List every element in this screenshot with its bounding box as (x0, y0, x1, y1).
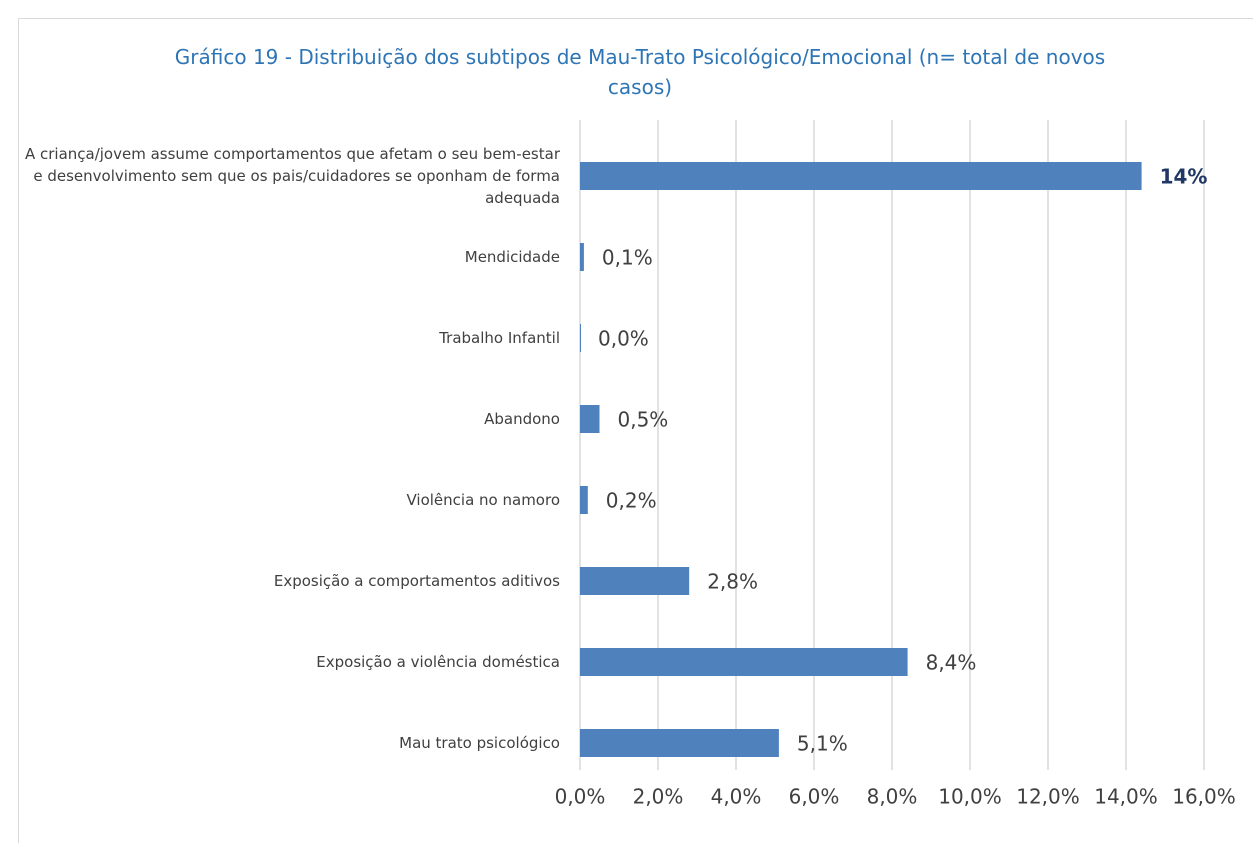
chart-title: Gráfico 19 - Distribuição dos subtipos d… (174, 45, 1106, 99)
value-label: 0,0% (598, 327, 649, 351)
bar (580, 162, 1142, 190)
bar (580, 324, 581, 352)
value-label: 0,5% (618, 408, 669, 432)
x-tick-label: 2,0% (633, 785, 684, 809)
x-tick-label: 10,0% (938, 785, 1002, 809)
y-tick-label: Mendicidade (464, 248, 560, 266)
bar (580, 243, 584, 271)
x-tick-label: 0,0% (555, 785, 606, 809)
bar (580, 405, 600, 433)
bar (580, 486, 588, 514)
value-label: 0,2% (606, 489, 657, 513)
x-tick-label: 8,0% (867, 785, 918, 809)
x-tick-label: 12,0% (1016, 785, 1080, 809)
x-tick-label: 6,0% (789, 785, 840, 809)
chart-frame (18, 18, 1253, 843)
x-tick-label: 14,0% (1094, 785, 1158, 809)
y-tick-label: Abandono (484, 410, 560, 428)
bar (580, 648, 908, 676)
value-label: 5,1% (797, 732, 848, 756)
x-tick-label: 4,0% (711, 785, 762, 809)
y-tick-label: Trabalho Infantil (439, 329, 560, 347)
y-tick-label: Violência no namoro (406, 491, 560, 509)
value-label: 14% (1160, 165, 1208, 189)
x-tick-label: 16,0% (1172, 785, 1236, 809)
y-tick-label: Exposição a violência doméstica (316, 653, 560, 671)
value-label: 2,8% (707, 570, 758, 594)
value-label: 0,1% (602, 246, 653, 270)
y-tick-label: Exposição a comportamentos aditivos (273, 572, 560, 590)
bar (580, 729, 779, 757)
y-tick-label: Mau trato psicológico (399, 734, 560, 752)
y-tick-label: A criança/jovem assume comportamentos qu… (24, 145, 560, 207)
bar (580, 567, 690, 595)
value-label: 8,4% (926, 651, 977, 675)
